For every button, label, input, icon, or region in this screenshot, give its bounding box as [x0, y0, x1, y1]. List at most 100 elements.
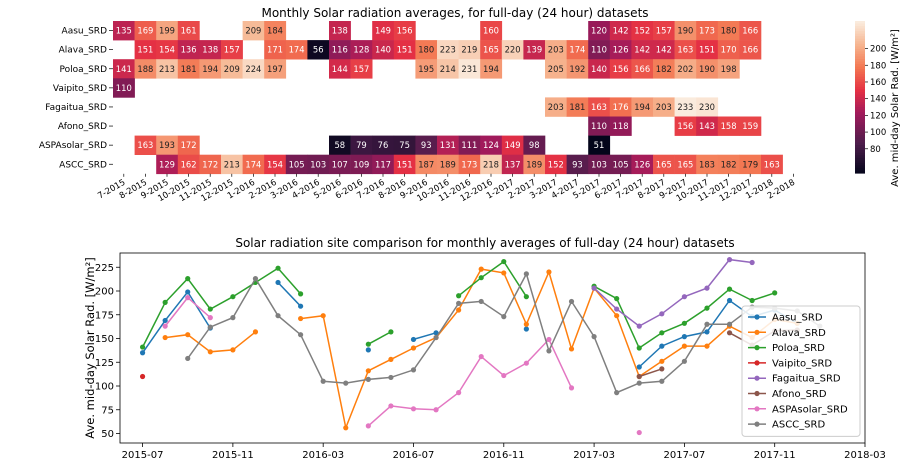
heatmap-cell-value: 224 [245, 64, 261, 74]
heatmap-cell-value: 171 [267, 45, 283, 55]
legend-label: Afono_SRD [772, 389, 827, 400]
colorbar-segment [855, 114, 865, 118]
data-point [343, 425, 349, 431]
colorbar-segment [855, 61, 865, 65]
heatmap-cell [113, 78, 135, 98]
heatmap-title: Monthly Solar radiation averages, for fu… [261, 6, 648, 20]
heatmap-cell-value: 157 [353, 64, 369, 74]
data-point [523, 294, 529, 300]
data-point [523, 271, 529, 277]
heatmap-cell-value: 111 [461, 140, 477, 150]
heatmap-cell [415, 40, 438, 60]
heatmap-cell [156, 135, 179, 155]
colorbar-segment [855, 51, 865, 55]
data-point [139, 373, 146, 380]
heatmap-cell [415, 135, 438, 155]
legend: Aasu_SRD Alava_SRD Poloa_SRD Vaipito_SRD Fag… [741, 305, 861, 437]
heatmap-cell [609, 97, 632, 117]
legend-swatch-marker [754, 406, 760, 412]
heatmap-cell [329, 154, 351, 175]
heatmap-cell-value: 189 [526, 159, 542, 169]
heatmap-cell [717, 116, 740, 136]
data-point [681, 294, 687, 300]
series-ASPAsolar_SRD [162, 295, 642, 436]
heatmap-cell [566, 154, 589, 175]
legend-label: Vaipito_SRD [772, 358, 832, 369]
heatmap-cell-value: 117 [375, 159, 391, 169]
data-point [523, 321, 529, 327]
heatmap-cell-value: 172 [202, 159, 218, 169]
heatmap-cell-value: 219 [461, 45, 477, 55]
data-point [636, 380, 642, 386]
heatmap-cell [523, 40, 546, 60]
heatmap-cell-value: 162 [181, 159, 197, 169]
colorbar-segment [855, 94, 865, 98]
heatmap-cell [588, 97, 611, 117]
heatmap-cell [264, 21, 287, 41]
colorbar-tick-label: 140 [870, 95, 886, 105]
data-point [185, 295, 191, 301]
heatmap-row-label: Afono_SRD [58, 122, 107, 132]
heatmap-cell [415, 59, 438, 79]
heatmap-cell-value: 198 [721, 64, 737, 74]
data-point [726, 330, 733, 336]
colorbar-tick-label: 180 [870, 61, 886, 71]
data-point [478, 275, 484, 281]
heatmap-cell-value: 182 [656, 64, 672, 74]
data-point [252, 276, 259, 282]
legend-swatch-marker [754, 345, 760, 351]
data-point [478, 298, 484, 305]
colorbar-segment [855, 64, 865, 68]
data-point [726, 321, 733, 327]
series-Alava_SRD [162, 266, 800, 431]
legend-box [741, 305, 861, 437]
heatmap-row-labels: Aasu_SRD Alava_SRD Poloa_SRD Vaipito_SRD Fag… [39, 27, 113, 170]
colorbar-segment [855, 99, 865, 103]
data-point [230, 294, 236, 300]
data-point [185, 332, 191, 338]
heatmap-cell [199, 59, 222, 79]
heatmap-cell-value: 98 [529, 140, 540, 150]
line-chart: Solar radiation site comparison for mont… [83, 236, 886, 461]
colorbar-segment [855, 107, 865, 111]
data-point [636, 364, 642, 370]
heatmap-cell-value: 194 [483, 64, 499, 74]
colorbar-segment [855, 155, 865, 159]
colorbar: 80 100 120 140 160 180 200 [855, 21, 886, 174]
legend-swatch-marker [754, 360, 760, 366]
data-point [772, 290, 778, 296]
data-point [343, 380, 349, 386]
data-point [410, 345, 417, 351]
heatmap-cell-value: 51 [594, 140, 605, 150]
heatmap-row-label: ASPAsolar_SRD [39, 141, 107, 151]
data-point [659, 378, 665, 384]
heatmap-cell-value: 156 [397, 26, 413, 36]
colorbar-segment [855, 33, 865, 37]
colorbar-segment [855, 157, 865, 161]
heatmap-cell-value: 199 [159, 26, 175, 36]
heatmap-cell-value: 56 [313, 45, 324, 55]
heatmap-cell-value: 194 [202, 64, 218, 74]
colorbar-segment [855, 74, 865, 78]
heatmap-cell-value: 109 [353, 159, 369, 169]
series-line-segment [638, 368, 663, 378]
heatmap-cell-value: 58 [334, 140, 345, 150]
data-point [207, 306, 213, 312]
heatmap-cell [739, 116, 762, 136]
heatmap-cell [458, 135, 481, 155]
data-point [704, 305, 710, 311]
heatmap-cell [393, 154, 416, 175]
heatmap-cell [393, 21, 416, 41]
heatmap-chart: Monthly Solar radiation averages, for fu… [39, 6, 901, 204]
colorbar-label: Ave. mid-day Solar Rad. [W/m²] [890, 29, 901, 187]
colorbar-segment [855, 36, 865, 40]
heatmap-cell [156, 21, 179, 41]
data-point [139, 344, 146, 350]
heatmap-cell-value: 126 [634, 159, 650, 169]
colorbar-segment [855, 117, 865, 121]
data-point [298, 303, 304, 309]
data-point [568, 346, 575, 352]
heatmap-cell-value: 131 [440, 140, 456, 150]
y-tick-label: 175 [95, 310, 114, 321]
